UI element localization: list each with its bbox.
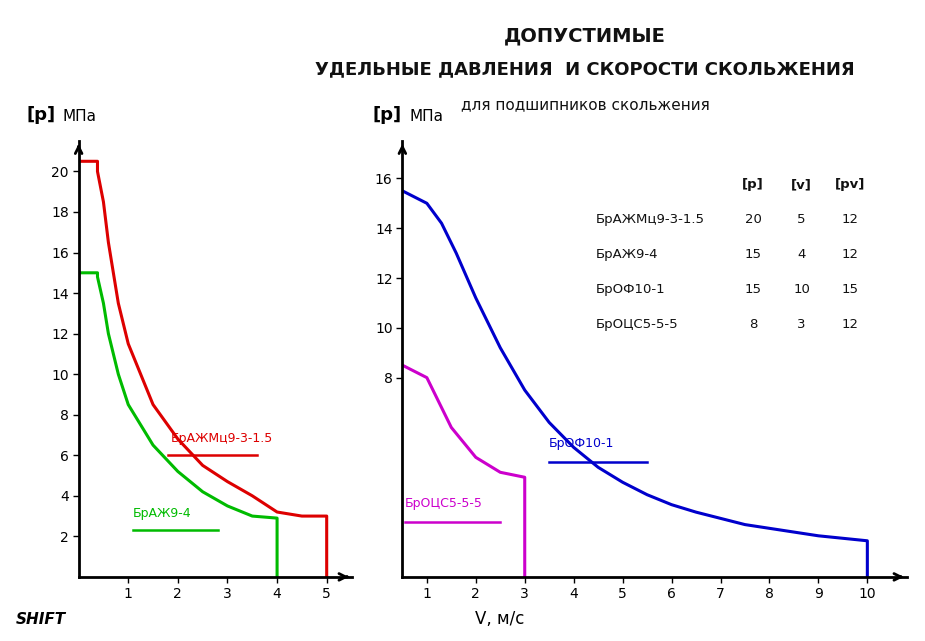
Text: 12: 12: [842, 317, 858, 331]
Text: [pv]: [pv]: [835, 178, 865, 191]
Text: V, м/с: V, м/с: [475, 610, 524, 628]
Text: МПа: МПа: [62, 108, 96, 124]
Text: БрАЖ9-4: БрАЖ9-4: [133, 507, 191, 520]
Text: МПа: МПа: [410, 108, 444, 124]
Text: УДЕЛЬНЫЕ ДАВЛЕНИЯ  И СКОРОСТИ СКОЛЬЖЕНИЯ: УДЕЛЬНЫЕ ДАВЛЕНИЯ И СКОРОСТИ СКОЛЬЖЕНИЯ: [315, 60, 855, 78]
Text: БрАЖМц9-3-1.5: БрАЖМц9-3-1.5: [170, 432, 273, 445]
Text: 4: 4: [797, 248, 806, 261]
Text: [p]: [p]: [743, 178, 764, 191]
Text: [v]: [v]: [791, 178, 812, 191]
Text: БрОЦС5-5-5: БрОЦС5-5-5: [405, 497, 483, 510]
Text: [p]: [p]: [372, 106, 401, 124]
Text: ДОПУСТИМЫЕ: ДОПУСТИМЫЕ: [504, 26, 666, 46]
Text: БрОЦС5-5-5: БрОЦС5-5-5: [596, 317, 679, 331]
Text: БрАЖМц9-3-1.5: БрАЖМц9-3-1.5: [596, 213, 705, 226]
Text: для подшипников скольжения: для подшипников скольжения: [461, 97, 709, 112]
Text: 20: 20: [745, 213, 761, 226]
Text: 8: 8: [749, 317, 758, 331]
Text: БрОФ10-1: БрОФ10-1: [549, 437, 614, 450]
Text: 12: 12: [842, 248, 858, 261]
Text: [p]: [p]: [27, 106, 56, 124]
Text: 10: 10: [794, 283, 810, 296]
Text: 3: 3: [797, 317, 806, 331]
Text: 5: 5: [797, 213, 806, 226]
Text: SHIFT: SHIFT: [16, 612, 66, 627]
Text: БрАЖ9-4: БрАЖ9-4: [596, 248, 659, 261]
Text: БрОФ10-1: БрОФ10-1: [596, 283, 666, 296]
Text: 15: 15: [842, 283, 858, 296]
Text: 12: 12: [842, 213, 858, 226]
Text: 15: 15: [745, 283, 762, 296]
Text: 15: 15: [745, 248, 762, 261]
